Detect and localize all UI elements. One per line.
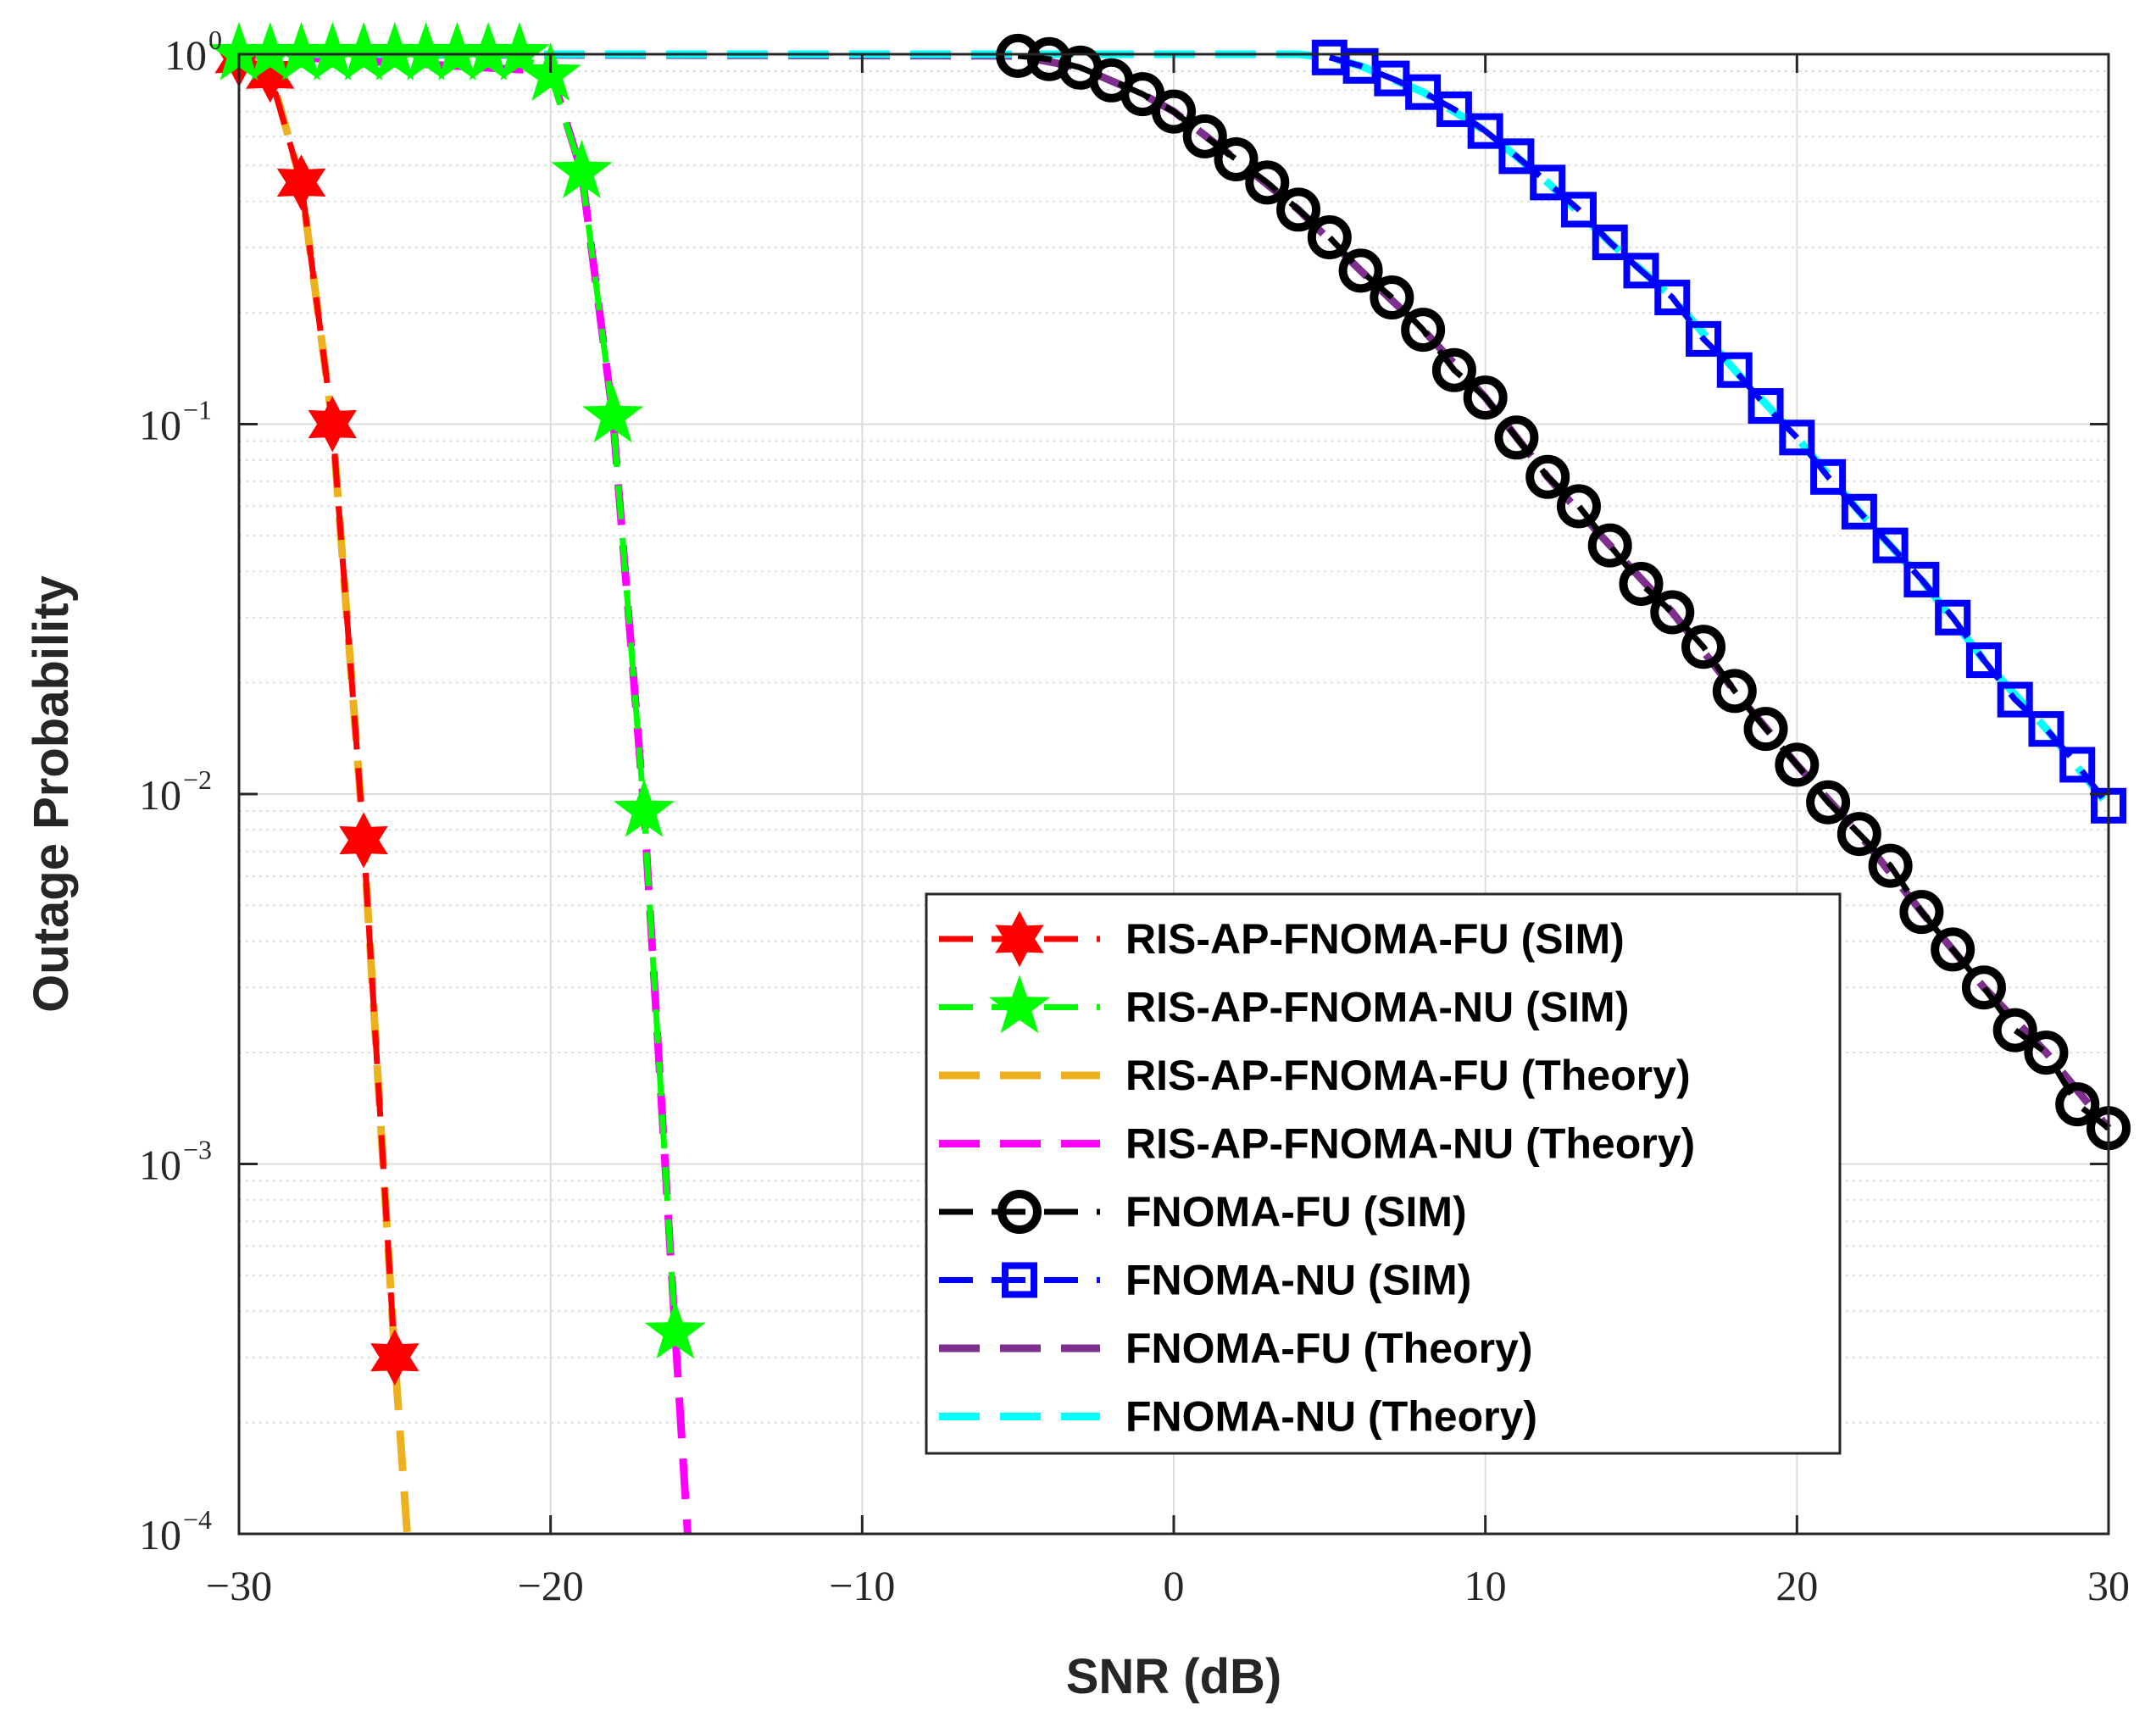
marker-fnoma-nu-sim — [1841, 493, 1877, 530]
marker-fnoma-fu-sim — [1836, 812, 1881, 857]
marker-fnoma-fu-sim — [1182, 114, 1227, 158]
marker-fnoma-fu-sim — [2055, 1082, 2100, 1127]
y-tick-label-exponent: −4 — [183, 1504, 212, 1535]
x-tick-label: 20 — [1775, 1562, 1818, 1609]
marker-fnoma-fu-sim — [1681, 625, 1726, 669]
marker-fnoma-nu-sim — [1623, 253, 1659, 289]
marker-fnoma-nu-sim — [1748, 388, 1784, 425]
marker-fnoma-nu-sim — [2059, 747, 2096, 783]
marker-fnoma-fu-sim — [1556, 484, 1601, 529]
legend-box — [925, 892, 1842, 1455]
y-tick-label-base: 10 — [139, 771, 181, 819]
x-tick-label: 30 — [2087, 1562, 2130, 1609]
marker-fnoma-fu-sim — [1587, 523, 1632, 568]
marker-ris-ap-fnoma-fu-sim — [276, 154, 326, 211]
marker-fnoma-nu-sim — [1560, 192, 1597, 228]
legend-label-ris-ap-fnoma-nu-theory: RIS-AP-FNOMA-NU (Theory) — [1125, 1120, 1695, 1168]
marker-fnoma-nu-sim — [1872, 527, 1909, 564]
legend-label-ris-ap-fnoma-nu-sim: RIS-AP-FNOMA-NU (SIM) — [1125, 984, 1629, 1031]
legend-marker-fnoma-fu-sim — [997, 1190, 1042, 1234]
legend-label-fnoma-fu-sim: FNOMA-FU (SIM) — [1125, 1188, 1467, 1236]
axis-ticks — [237, 53, 2110, 1536]
legend-label-ris-ap-fnoma-fu-sim: RIS-AP-FNOMA-FU (SIM) — [1125, 915, 1625, 963]
legend-marker-ris-ap-fnoma-fu-sim — [995, 910, 1044, 968]
marker-fnoma-fu-sim — [1276, 187, 1321, 232]
legend-marker-fnoma-nu-sim — [1002, 1262, 1037, 1298]
marker-fnoma-nu-sim — [1592, 225, 1628, 261]
marker-fnoma-nu-sim — [1530, 164, 1566, 201]
x-axis-label: SNR (dB) — [1066, 1649, 1282, 1704]
marker-fnoma-fu-sim — [1868, 843, 1913, 888]
marker-ris-ap-fnoma-fu-sim — [308, 396, 357, 453]
y-axis-label: Outage Probability — [24, 575, 79, 1013]
marker-fnoma-fu-sim — [1806, 780, 1851, 825]
marker-ris-ap-fnoma-nu-sim — [613, 778, 675, 837]
x-tick-labels: −30 −20 −10 0 10 20 30 — [206, 1562, 2130, 1609]
y-tick-label-base: 10 — [139, 1511, 181, 1558]
x-tick-label: −30 — [206, 1562, 272, 1609]
marker-fnoma-nu-sim — [1498, 138, 1535, 175]
marker-fnoma-nu-sim — [1654, 280, 1691, 316]
marker-fnoma-nu-sim — [1810, 458, 1847, 495]
x-tick-label: −10 — [829, 1562, 895, 1609]
legend-label-fnoma-nu-sim: FNOMA-NU (SIM) — [1125, 1257, 1471, 1304]
legend: RIS-AP-FNOMA-FU (SIM) RIS-AP-FNOMA-NU (SI… — [925, 892, 1842, 1455]
marker-fnoma-fu-sim — [1245, 160, 1290, 205]
y-tick-label-base: 10 — [139, 402, 181, 449]
marker-ris-ap-fnoma-nu-sim — [488, 21, 551, 81]
marker-fnoma-fu-sim — [1307, 215, 1352, 260]
marker-fnoma-fu-sim — [1712, 669, 1757, 714]
marker-fnoma-nu-sim — [1716, 352, 1753, 388]
marker-ris-ap-fnoma-nu-sim — [582, 384, 644, 443]
marker-fnoma-nu-sim — [1436, 91, 1472, 127]
marker-fnoma-fu-sim — [1152, 89, 1196, 134]
marker-fnoma-nu-sim — [1686, 320, 1722, 357]
marker-fnoma-fu-sim — [1525, 454, 1570, 499]
marker-ris-ap-fnoma-fu-sim — [339, 812, 388, 869]
marker-fnoma-nu-sim — [1965, 642, 2002, 679]
y-tick-label-base: 10 — [164, 31, 207, 79]
marker-fnoma-fu-sim — [1214, 136, 1259, 181]
marker-fnoma-fu-sim — [1494, 415, 1539, 460]
marker-fnoma-fu-sim — [1431, 347, 1476, 392]
legend-label-fnoma-fu-theory: FNOMA-FU (Theory) — [1125, 1325, 1533, 1372]
marker-fnoma-fu-sim — [1743, 707, 1788, 752]
marker-fnoma-fu-sim — [1775, 742, 1820, 787]
series-markers — [208, 21, 2131, 1386]
marker-fnoma-fu-sim — [1961, 965, 2006, 1010]
legend-label-fnoma-nu-theory: FNOMA-NU (Theory) — [1125, 1393, 1537, 1441]
marker-fnoma-nu-sim — [1779, 419, 1815, 456]
marker-fnoma-fu-sim — [1401, 308, 1446, 353]
marker-fnoma-fu-sim — [1650, 590, 1695, 635]
y-tick-label-exponent: 0 — [208, 25, 222, 55]
marker-fnoma-fu-sim — [1338, 248, 1383, 293]
marker-fnoma-fu-sim — [2024, 1030, 2069, 1075]
y-tick-label-exponent: −3 — [183, 1135, 212, 1165]
legend-label-ris-ap-fnoma-fu-theory: RIS-AP-FNOMA-FU (Theory) — [1125, 1052, 1691, 1099]
marker-fnoma-fu-sim — [1992, 1008, 2037, 1053]
x-tick-label: 10 — [1464, 1562, 1507, 1609]
marker-fnoma-nu-sim — [2028, 711, 2064, 747]
marker-fnoma-nu-sim — [1903, 561, 1940, 597]
x-tick-label: 0 — [1164, 1562, 1185, 1609]
marker-fnoma-fu-sim — [1931, 927, 1975, 972]
legend-marker-ris-ap-fnoma-nu-sim — [988, 975, 1051, 1034]
marker-fnoma-fu-sim — [1463, 375, 1508, 420]
marker-fnoma-fu-sim — [1899, 890, 1944, 935]
marker-fnoma-nu-sim — [1467, 113, 1503, 149]
marker-fnoma-nu-sim — [1935, 599, 1971, 636]
x-tick-label: −20 — [518, 1562, 584, 1609]
marker-ris-ap-fnoma-fu-sim — [370, 1329, 420, 1386]
marker-ris-ap-fnoma-nu-sim — [644, 1300, 706, 1359]
y-tick-label-exponent: −2 — [183, 764, 212, 795]
marker-ris-ap-fnoma-nu-sim — [551, 140, 613, 198]
y-tick-label-base: 10 — [139, 1142, 181, 1189]
marker-fnoma-fu-sim — [1619, 561, 1664, 606]
y-tick-label-exponent: −1 — [183, 395, 212, 425]
marker-fnoma-fu-sim — [1370, 275, 1414, 320]
marker-fnoma-nu-sim — [1997, 681, 2033, 718]
